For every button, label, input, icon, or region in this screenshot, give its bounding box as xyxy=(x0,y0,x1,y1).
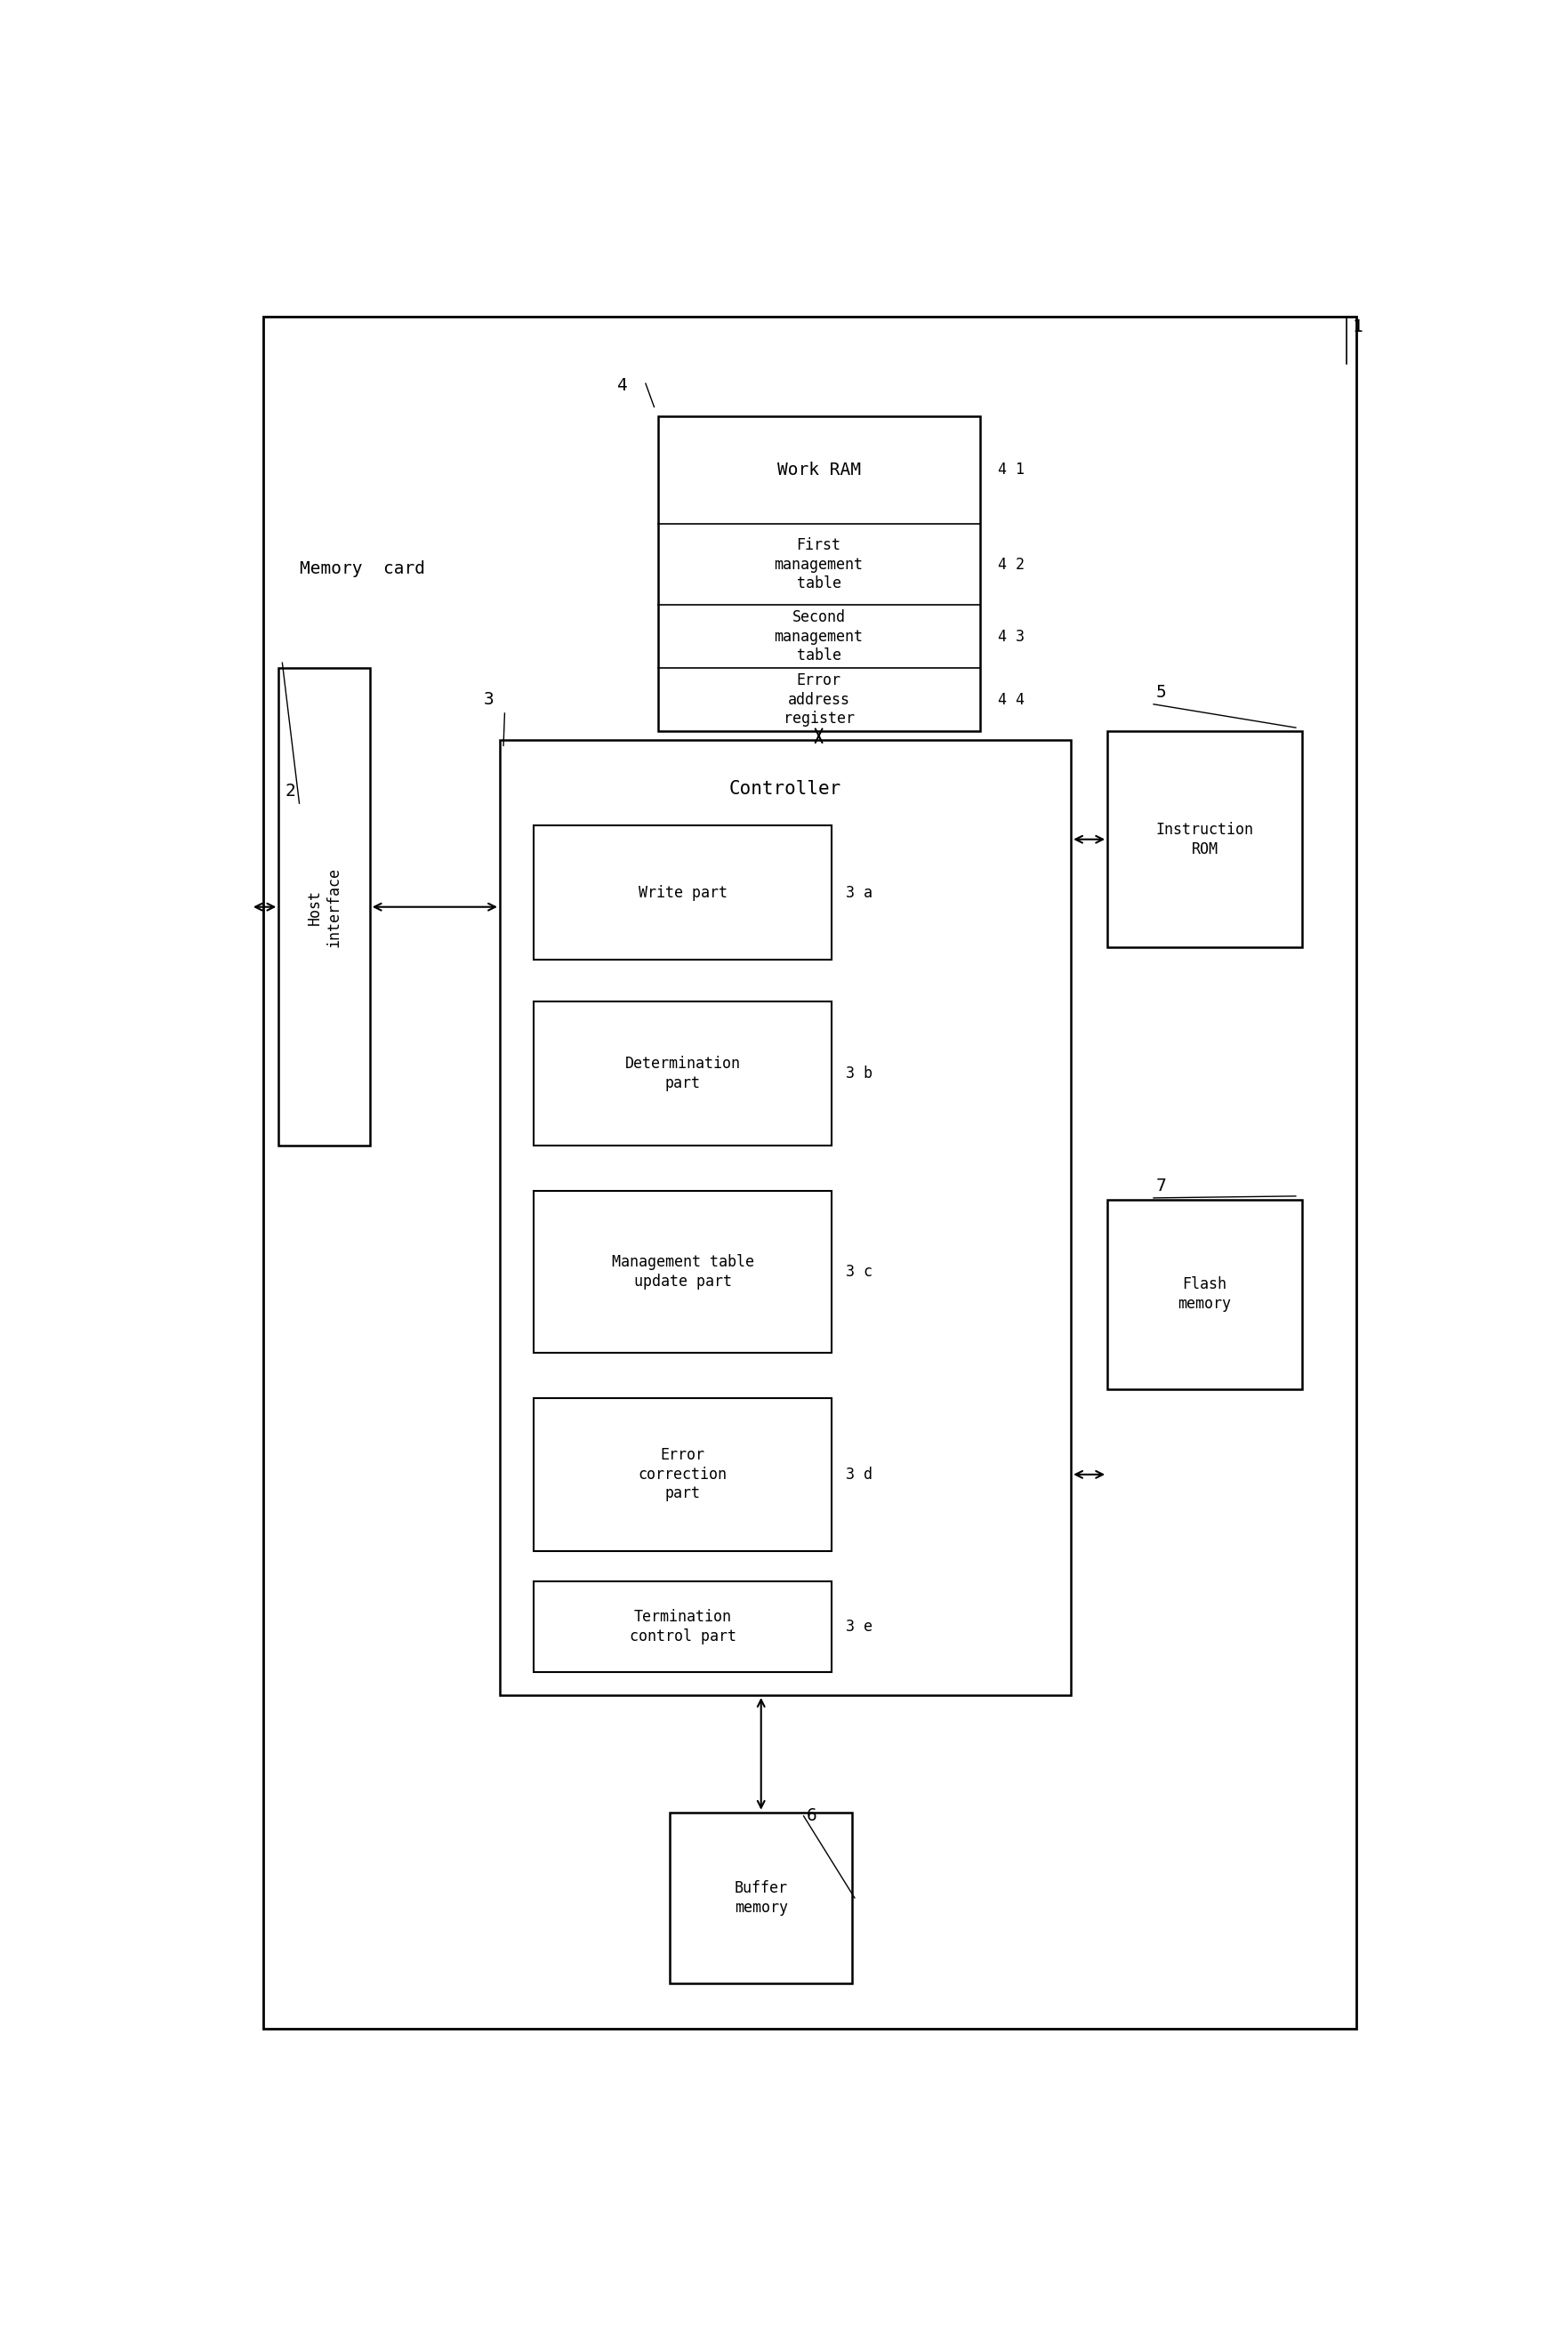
Text: 1: 1 xyxy=(1353,318,1363,335)
Bar xyxy=(1107,1200,1301,1390)
Bar xyxy=(533,826,831,959)
Text: 4 1: 4 1 xyxy=(999,461,1025,477)
Bar xyxy=(279,669,370,1147)
Text: First
management
table: First management table xyxy=(775,538,864,592)
Bar xyxy=(659,417,980,730)
Text: Termination
control part: Termination control part xyxy=(629,1610,735,1645)
Bar xyxy=(1107,730,1301,948)
Text: Second
management
table: Second management table xyxy=(775,608,864,665)
Text: 4 4: 4 4 xyxy=(999,693,1025,707)
Text: 2: 2 xyxy=(285,784,296,800)
Text: Controller: Controller xyxy=(729,779,842,798)
Text: Host
interface: Host interface xyxy=(306,866,342,948)
Text: 3 e: 3 e xyxy=(847,1619,873,1636)
Text: Instruction
ROM: Instruction ROM xyxy=(1156,821,1253,856)
Text: 4 2: 4 2 xyxy=(999,557,1025,573)
Bar xyxy=(533,1002,831,1147)
Text: 6: 6 xyxy=(806,1806,817,1825)
Text: Determination
part: Determination part xyxy=(626,1055,740,1090)
Text: Flash
memory: Flash memory xyxy=(1178,1275,1231,1313)
Text: Write part: Write part xyxy=(638,885,728,901)
Text: 3: 3 xyxy=(483,690,494,707)
Text: 3 d: 3 d xyxy=(847,1467,873,1484)
Text: 4: 4 xyxy=(616,377,627,395)
Bar xyxy=(533,1191,831,1353)
Text: 3 a: 3 a xyxy=(847,885,873,901)
Text: 7: 7 xyxy=(1156,1177,1167,1193)
Bar xyxy=(670,1811,853,1984)
Bar xyxy=(500,739,1071,1694)
Text: Error
correction
part: Error correction part xyxy=(638,1448,728,1502)
Text: 3 b: 3 b xyxy=(847,1065,873,1081)
Text: Work RAM: Work RAM xyxy=(778,461,861,477)
Bar xyxy=(533,1582,831,1671)
Text: Management table
update part: Management table update part xyxy=(612,1254,754,1289)
Text: 5: 5 xyxy=(1156,683,1167,700)
Text: 3 c: 3 c xyxy=(847,1264,873,1280)
Text: Error
address
register: Error address register xyxy=(782,672,855,728)
Text: Buffer
memory: Buffer memory xyxy=(734,1879,787,1916)
Text: Memory  card: Memory card xyxy=(299,562,425,578)
Text: 4 3: 4 3 xyxy=(999,629,1025,644)
Bar xyxy=(533,1397,831,1551)
